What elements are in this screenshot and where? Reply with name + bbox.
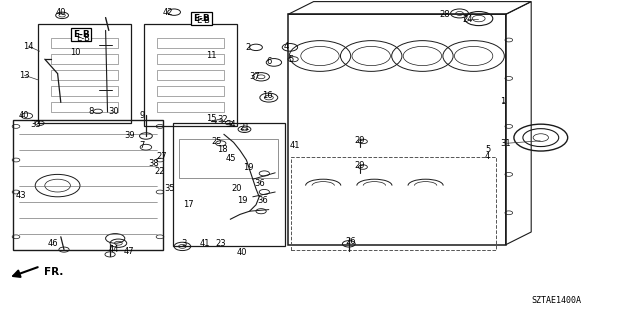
Text: 31: 31: [500, 139, 511, 148]
Bar: [51, 70, 118, 80]
Text: 37: 37: [250, 72, 260, 81]
Bar: [179, 139, 278, 178]
Text: 14: 14: [24, 42, 34, 51]
Text: 40: 40: [56, 8, 66, 17]
Bar: [173, 123, 285, 246]
Bar: [157, 38, 224, 48]
Text: 22: 22: [155, 167, 165, 176]
Text: 5: 5: [485, 145, 490, 154]
Text: 33: 33: [30, 120, 40, 129]
Text: 42: 42: [163, 8, 173, 17]
Text: 11: 11: [206, 52, 216, 60]
Text: 19: 19: [243, 164, 253, 172]
Text: 45: 45: [225, 154, 236, 163]
Text: 29: 29: [355, 136, 365, 145]
Text: E-B: E-B: [76, 34, 90, 43]
Bar: [157, 54, 224, 64]
Bar: [38, 24, 131, 123]
Text: 47: 47: [124, 247, 134, 256]
Text: 38: 38: [148, 159, 159, 168]
Text: 4: 4: [485, 152, 490, 161]
Text: 24: 24: [462, 15, 472, 24]
Bar: [157, 102, 224, 112]
Text: 40: 40: [237, 248, 247, 257]
Text: 9: 9: [140, 111, 145, 120]
Text: 26: 26: [346, 237, 356, 246]
Text: 5: 5: [289, 55, 294, 64]
Text: 46: 46: [47, 239, 58, 248]
Text: 20: 20: [232, 184, 242, 193]
Text: 34: 34: [225, 120, 236, 129]
Text: 35: 35: [164, 184, 175, 193]
Text: 36: 36: [257, 196, 268, 205]
Text: 7: 7: [140, 141, 145, 150]
Text: 17: 17: [184, 200, 194, 209]
Text: 4: 4: [284, 42, 289, 51]
Text: 3: 3: [182, 239, 187, 248]
Text: 44: 44: [109, 245, 119, 254]
Text: 2: 2: [246, 43, 251, 52]
Text: 30: 30: [109, 107, 119, 116]
Text: 16: 16: [262, 92, 273, 100]
Text: 1: 1: [500, 97, 505, 106]
Bar: [288, 14, 506, 245]
Text: 19: 19: [237, 196, 247, 205]
Bar: [13, 120, 163, 250]
Text: 28: 28: [440, 10, 450, 19]
Text: 13: 13: [19, 71, 29, 80]
Bar: [157, 70, 224, 80]
Text: 8: 8: [89, 108, 94, 116]
Text: 10: 10: [70, 48, 81, 57]
Text: 6: 6: [266, 57, 271, 66]
Text: 27: 27: [156, 152, 166, 161]
Text: FR.: FR.: [44, 267, 63, 277]
Bar: [157, 86, 224, 96]
Bar: [51, 38, 118, 48]
Text: 15: 15: [206, 114, 216, 123]
Text: SZTAE1400A: SZTAE1400A: [532, 296, 582, 305]
Bar: [291, 157, 496, 250]
Text: E-B: E-B: [73, 30, 90, 39]
Bar: [51, 102, 118, 112]
Text: 29: 29: [355, 161, 365, 170]
Text: 36: 36: [254, 180, 264, 188]
Text: 41: 41: [200, 239, 210, 248]
Text: 23: 23: [216, 239, 226, 248]
Text: 25: 25: [211, 137, 221, 146]
Text: 39: 39: [124, 132, 134, 140]
Text: 43: 43: [16, 191, 26, 200]
Text: 18: 18: [218, 145, 228, 154]
Text: 40: 40: [19, 111, 29, 120]
Bar: [51, 54, 118, 64]
Bar: [51, 86, 118, 96]
Text: 32: 32: [218, 115, 228, 124]
Text: 21: 21: [239, 123, 250, 132]
Bar: [144, 24, 237, 126]
Text: E-B: E-B: [196, 16, 211, 25]
Text: 41: 41: [289, 141, 300, 150]
Text: E-B: E-B: [193, 14, 210, 23]
